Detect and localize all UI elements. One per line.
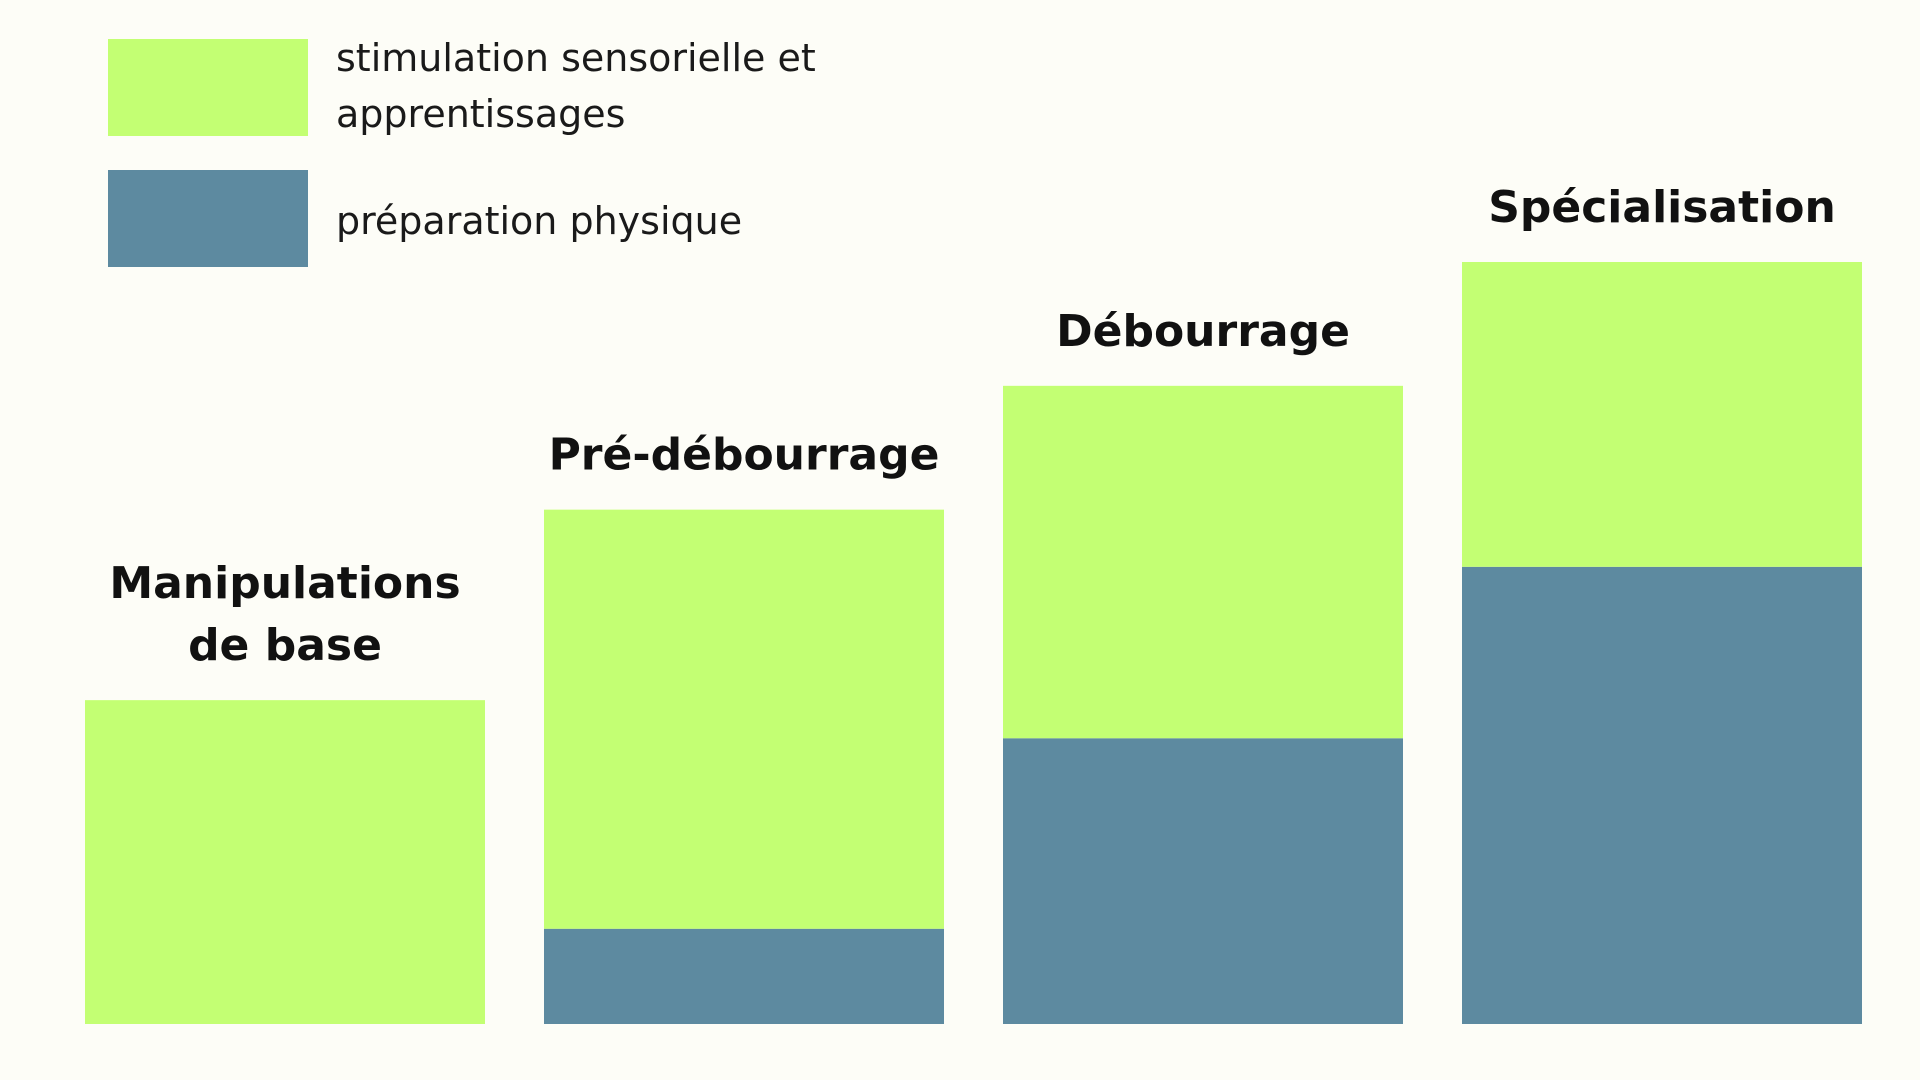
legend-label-2: préparation physique	[336, 199, 742, 243]
bar-segment-physical-3	[1003, 738, 1403, 1024]
category-label-1: Manipulations de base	[109, 558, 460, 671]
category-label-3: Débourrage	[1056, 306, 1350, 357]
category-label-4: Spécialisation	[1488, 182, 1836, 233]
bar-segment-sensory-2	[544, 509, 944, 929]
category-labels: Manipulations de base Pré-débourrage Débour…	[109, 182, 1835, 671]
category-label-2: Pré-débourrage	[549, 430, 940, 481]
bars	[85, 262, 1862, 1024]
bar-segment-physical-2	[544, 928, 944, 1024]
legend-label-1: stimulation sensorielle et apprentissages	[336, 36, 816, 136]
legend-swatch-1	[108, 39, 308, 136]
bar-segment-sensory-4	[1462, 262, 1862, 567]
bar-segment-sensory-1	[85, 700, 485, 1024]
bar-segment-physical-4	[1462, 566, 1862, 1024]
legend-swatch-2	[108, 170, 308, 267]
legend: stimulation sensorielle et apprentissages…	[108, 36, 816, 267]
bar-segment-sensory-3	[1003, 385, 1403, 739]
